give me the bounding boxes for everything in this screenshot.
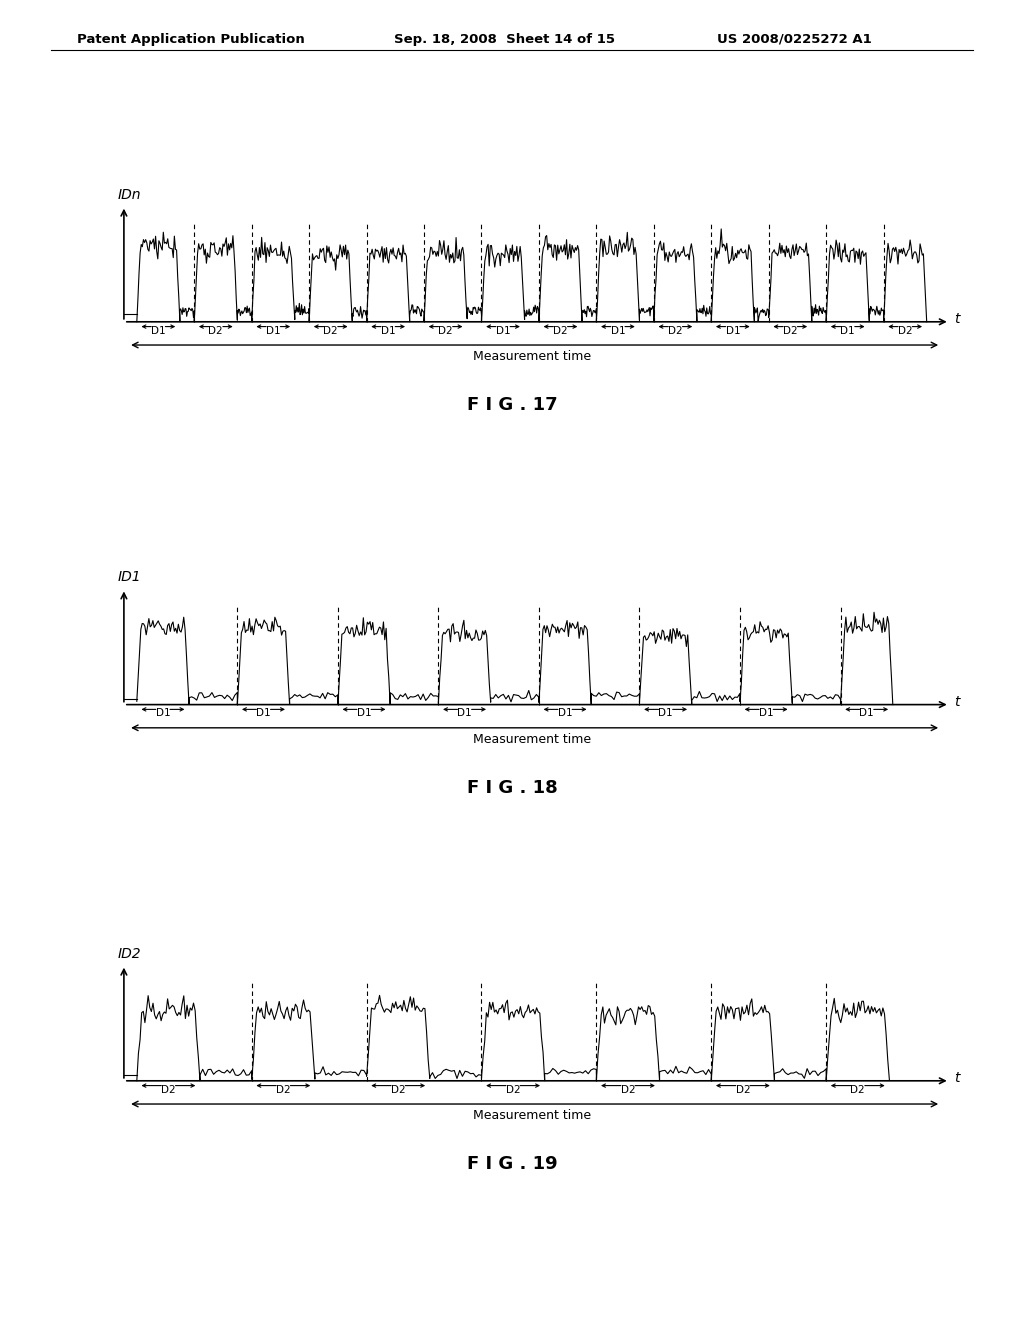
Text: D2: D2 [851,1085,865,1094]
Text: ID2: ID2 [118,946,141,961]
Text: D2: D2 [553,326,567,335]
Text: US 2008/0225272 A1: US 2008/0225272 A1 [717,33,871,46]
Text: D1: D1 [841,326,855,335]
Text: D2: D2 [438,326,453,335]
Text: D1: D1 [558,709,572,718]
Text: D1: D1 [610,326,626,335]
Text: D2: D2 [324,326,338,335]
Text: D2: D2 [276,1085,291,1094]
Text: D2: D2 [161,1085,176,1094]
Text: D1: D1 [256,709,270,718]
Text: D1: D1 [725,326,740,335]
Text: D1: D1 [496,326,510,335]
Text: D1: D1 [156,709,170,718]
Text: Measurement time: Measurement time [473,1110,592,1122]
Text: D2: D2 [506,1085,520,1094]
Text: D1: D1 [658,709,673,718]
Text: D2: D2 [783,326,798,335]
Text: D1: D1 [356,709,372,718]
Text: D2: D2 [898,326,912,335]
Text: D1: D1 [266,326,281,335]
Text: D1: D1 [759,709,773,718]
Text: Sep. 18, 2008  Sheet 14 of 15: Sep. 18, 2008 Sheet 14 of 15 [394,33,615,46]
Text: F I G . 19: F I G . 19 [467,1155,557,1173]
Text: F I G . 18: F I G . 18 [467,779,557,797]
Text: t: t [954,1071,959,1085]
Text: Measurement time: Measurement time [473,351,592,363]
Text: D2: D2 [621,1085,635,1094]
Text: ID1: ID1 [118,570,141,585]
Text: D1: D1 [859,709,873,718]
Text: D1: D1 [458,709,472,718]
Text: D1: D1 [151,326,166,335]
Text: D2: D2 [391,1085,406,1094]
Text: t: t [954,694,959,709]
Text: F I G . 17: F I G . 17 [467,396,557,414]
Text: t: t [954,312,959,326]
Text: D2: D2 [209,326,223,335]
Text: D2: D2 [668,326,683,335]
Text: Patent Application Publication: Patent Application Publication [77,33,304,46]
Text: Measurement time: Measurement time [473,734,592,746]
Text: D2: D2 [735,1085,751,1094]
Text: IDn: IDn [118,187,141,202]
Text: D1: D1 [381,326,395,335]
